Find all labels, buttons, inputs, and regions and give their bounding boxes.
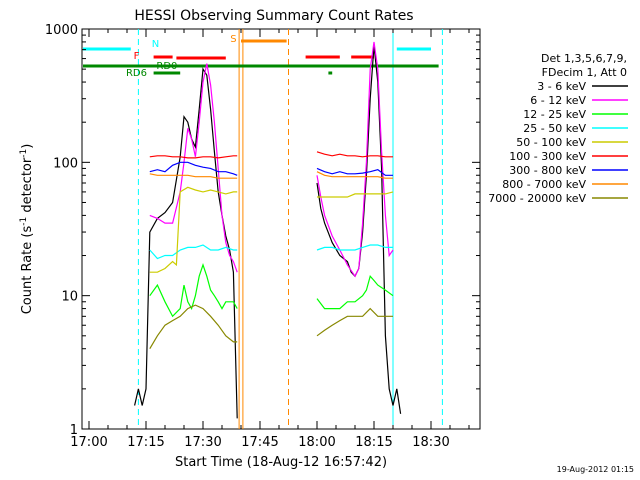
series-line-4-seg-0 bbox=[149, 186, 238, 273]
legend-header-line-1: Det 1,3,5,6,7,9, bbox=[541, 52, 627, 65]
x-tick-label-5: 18:15 bbox=[355, 435, 392, 450]
series-line-0-seg-1 bbox=[316, 45, 402, 414]
series-line-3-seg-0 bbox=[149, 244, 238, 260]
legend-label-1: 6 - 12 keV bbox=[530, 94, 586, 107]
series-line-5-seg-0 bbox=[149, 155, 238, 159]
plot-frame bbox=[81, 28, 481, 430]
x-tick-label-1: 17:15 bbox=[127, 435, 164, 450]
series-lines bbox=[134, 41, 402, 419]
instrument-state-bars: N S F RD0 RD6 bbox=[83, 34, 439, 79]
series-line-8-seg-1 bbox=[316, 307, 393, 337]
footer-date: 19-Aug-2012 01:15 bbox=[557, 465, 634, 474]
x-tick-label-0: 17:00 bbox=[70, 435, 107, 450]
legend-header-line-2: FDecim 1, Att 0 bbox=[542, 66, 627, 79]
vertical-markers bbox=[137, 29, 443, 429]
series-line-2-seg-0 bbox=[149, 263, 238, 318]
x-tick-label-4: 18:00 bbox=[298, 435, 335, 450]
series-line-2-seg-1 bbox=[316, 274, 394, 310]
legend-label-3: 25 - 50 keV bbox=[523, 122, 586, 135]
annotation-label-n: N bbox=[152, 39, 159, 50]
x-axis-label: Start Time (18-Aug-12 16:57:42) bbox=[175, 455, 387, 470]
series-line-0-seg-0 bbox=[134, 67, 238, 419]
legend-label-7: 800 - 7000 keV bbox=[502, 178, 586, 191]
legend-label-5: 100 - 300 keV bbox=[509, 150, 586, 163]
chart-title: HESSI Observing Summary Count Rates bbox=[134, 8, 413, 24]
series-line-6-seg-0 bbox=[149, 161, 238, 176]
y-tick-label-0: 1 bbox=[70, 423, 78, 438]
y-axis-ticks: 1 10 100 1000 bbox=[45, 23, 480, 438]
x-tick-label-2: 17:30 bbox=[184, 435, 221, 450]
annotation-label-f: F bbox=[134, 51, 140, 62]
legend-label-0: 3 - 6 keV bbox=[537, 80, 586, 93]
x-tick-label-3: 17:45 bbox=[241, 435, 278, 450]
annotation-label-s: S bbox=[230, 34, 236, 45]
series-line-7-seg-1 bbox=[316, 171, 393, 179]
legend-label-8: 7000 - 20000 keV bbox=[488, 192, 586, 205]
series-line-8-seg-0 bbox=[149, 304, 238, 350]
series-line-3-seg-1 bbox=[316, 244, 393, 251]
series-line-6-seg-1 bbox=[316, 167, 393, 176]
legend-label-6: 300 - 800 keV bbox=[509, 164, 586, 177]
y-tick-label-1: 10 bbox=[61, 290, 78, 305]
series-line-7-seg-0 bbox=[149, 173, 238, 179]
legend-label-4: 50 - 100 keV bbox=[516, 136, 586, 149]
series-line-1-seg-1 bbox=[316, 41, 394, 278]
y-tick-label-2: 100 bbox=[53, 156, 78, 171]
series-line-5-seg-1 bbox=[316, 151, 393, 158]
annotation-label-rd6: RD6 bbox=[126, 68, 147, 79]
legend-label-2: 12 - 25 keV bbox=[523, 108, 586, 121]
x-axis-ticks: 17:00 17:15 17:30 17:45 18:00 18:15 18:30 bbox=[70, 29, 470, 450]
y-tick-label-3: 1000 bbox=[45, 23, 78, 38]
annotation-label-rd0: RD0 bbox=[156, 61, 177, 72]
series-line-4-seg-1 bbox=[317, 191, 394, 198]
y-axis-label: Count Rate (s-1 detector-1) bbox=[19, 144, 35, 315]
series-line-1-seg-0 bbox=[149, 63, 238, 273]
legend: Det 1,3,5,6,7,9, FDecim 1, Att 0 3 - 6 k… bbox=[488, 52, 628, 205]
x-tick-label-6: 18:30 bbox=[412, 435, 449, 450]
